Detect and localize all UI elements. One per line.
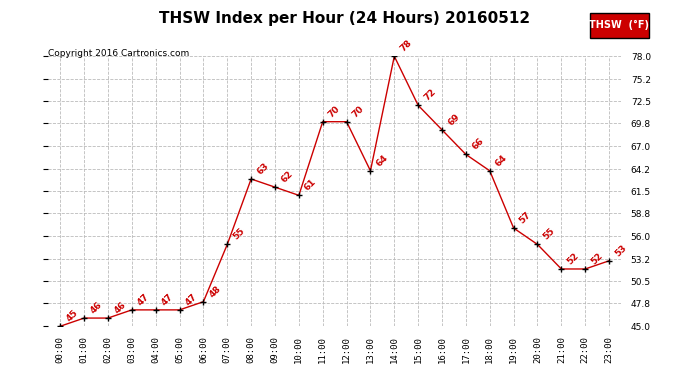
Text: 64: 64	[494, 153, 509, 168]
Text: 46: 46	[88, 300, 104, 315]
Text: 72: 72	[422, 87, 437, 103]
Text: 62: 62	[279, 169, 295, 184]
Text: 66: 66	[470, 136, 485, 152]
Text: 63: 63	[255, 161, 270, 176]
Text: THSW Index per Hour (24 Hours) 20160512: THSW Index per Hour (24 Hours) 20160512	[159, 11, 531, 26]
Text: 47: 47	[160, 292, 175, 307]
Text: 61: 61	[303, 177, 318, 193]
Text: 46: 46	[112, 300, 128, 315]
Text: 69: 69	[446, 112, 462, 127]
Text: 78: 78	[398, 38, 414, 54]
Text: 47: 47	[136, 292, 151, 307]
Text: 52: 52	[566, 251, 581, 266]
Text: 53: 53	[613, 243, 629, 258]
Text: 70: 70	[351, 104, 366, 119]
Text: Copyright 2016 Cartronics.com: Copyright 2016 Cartronics.com	[48, 49, 190, 58]
Text: THSW  (°F): THSW (°F)	[589, 20, 649, 30]
Text: 57: 57	[518, 210, 533, 225]
Text: 55: 55	[542, 226, 557, 242]
Text: 52: 52	[589, 251, 604, 266]
Text: 64: 64	[375, 153, 390, 168]
Text: 48: 48	[208, 284, 223, 299]
Text: 47: 47	[184, 292, 199, 307]
Text: 45: 45	[64, 308, 79, 324]
Text: 55: 55	[231, 226, 246, 242]
Text: 70: 70	[327, 104, 342, 119]
